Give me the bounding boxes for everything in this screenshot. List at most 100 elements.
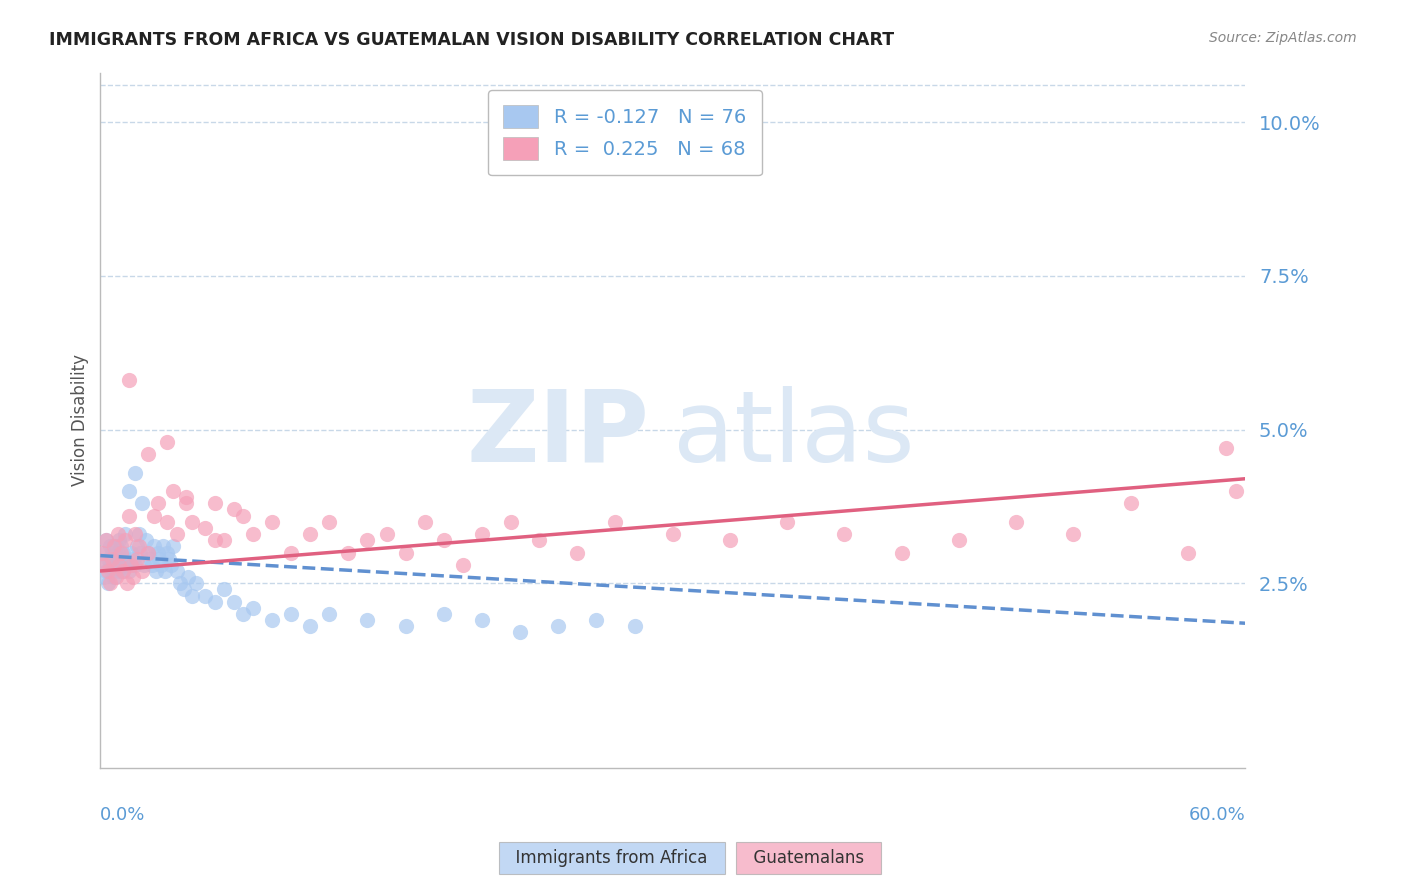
Point [124,527,146,541]
Point [222,595,245,609]
Point [118,564,141,578]
Point [394,619,416,633]
Point [134,558,156,572]
Point [94,533,117,548]
Point [98,576,121,591]
Point [125,540,148,554]
Point [114,533,136,548]
Point [114,551,136,566]
Point [162,483,184,498]
Text: IMMIGRANTS FROM AFRICA VS GUATEMALAN VISION DISABILITY CORRELATION CHART: IMMIGRANTS FROM AFRICA VS GUATEMALAN VIS… [49,31,894,49]
Point [194,589,217,603]
Point [166,564,188,578]
Point [204,595,226,609]
Point [110,540,132,554]
Point [146,545,169,559]
Point [623,619,645,633]
Point [174,490,197,504]
Point [115,558,138,572]
Point [160,558,183,572]
Point [128,527,150,541]
Point [98,558,121,572]
Point [93,570,115,584]
Point [129,545,152,559]
Point [337,545,360,559]
Point [103,540,125,554]
Point [194,521,217,535]
Point [110,558,132,572]
Point [834,527,856,541]
Point [124,558,146,572]
Point [101,551,124,566]
Point [115,576,138,591]
Point [499,515,522,529]
Point [222,502,245,516]
Point [107,564,129,578]
Point [118,483,141,498]
Text: Source: ZipAtlas.com: Source: ZipAtlas.com [1209,31,1357,45]
Point [139,551,162,566]
Point [776,515,799,529]
Point [121,570,143,584]
Point [93,558,115,572]
Point [97,564,120,578]
Point [605,515,627,529]
Point [1005,515,1028,529]
Point [299,527,322,541]
Point [318,515,340,529]
Text: ZIP: ZIP [467,385,650,483]
Point [97,551,120,566]
Point [108,558,131,572]
Point [157,551,180,566]
Point [103,551,125,566]
Point [948,533,970,548]
Point [156,515,179,529]
Point [1225,483,1247,498]
Point [356,533,378,548]
Point [107,545,129,559]
Point [118,508,141,523]
Point [108,551,131,566]
Point [166,527,188,541]
Text: atlas: atlas [672,385,914,483]
Point [204,496,226,510]
Point [260,515,283,529]
Point [174,496,197,510]
Point [155,564,177,578]
Point [103,570,125,584]
Point [184,576,207,591]
Point [104,540,127,554]
Point [107,527,129,541]
Point [173,582,195,597]
Point [110,545,132,559]
Point [280,607,302,621]
Point [547,619,569,633]
Point [451,558,474,572]
Point [150,558,173,572]
Point [318,607,340,621]
Point [718,533,741,548]
Point [394,545,416,559]
Point [1062,527,1084,541]
Point [136,545,159,559]
Point [128,540,150,554]
Point [120,545,142,559]
Point [135,533,157,548]
Point [142,540,165,554]
Point [433,533,456,548]
Point [471,613,494,627]
Point [97,576,120,591]
Y-axis label: Vision Disability: Vision Disability [72,354,89,486]
Point [91,545,114,559]
Point [112,564,135,578]
Point [148,551,170,566]
Point [214,533,236,548]
Point [136,545,159,559]
Point [104,570,127,584]
Point [101,564,124,578]
Point [93,545,115,559]
Point [471,527,494,541]
Point [1215,441,1237,455]
Point [145,564,167,578]
Text: Guatemalans: Guatemalans [742,849,875,867]
